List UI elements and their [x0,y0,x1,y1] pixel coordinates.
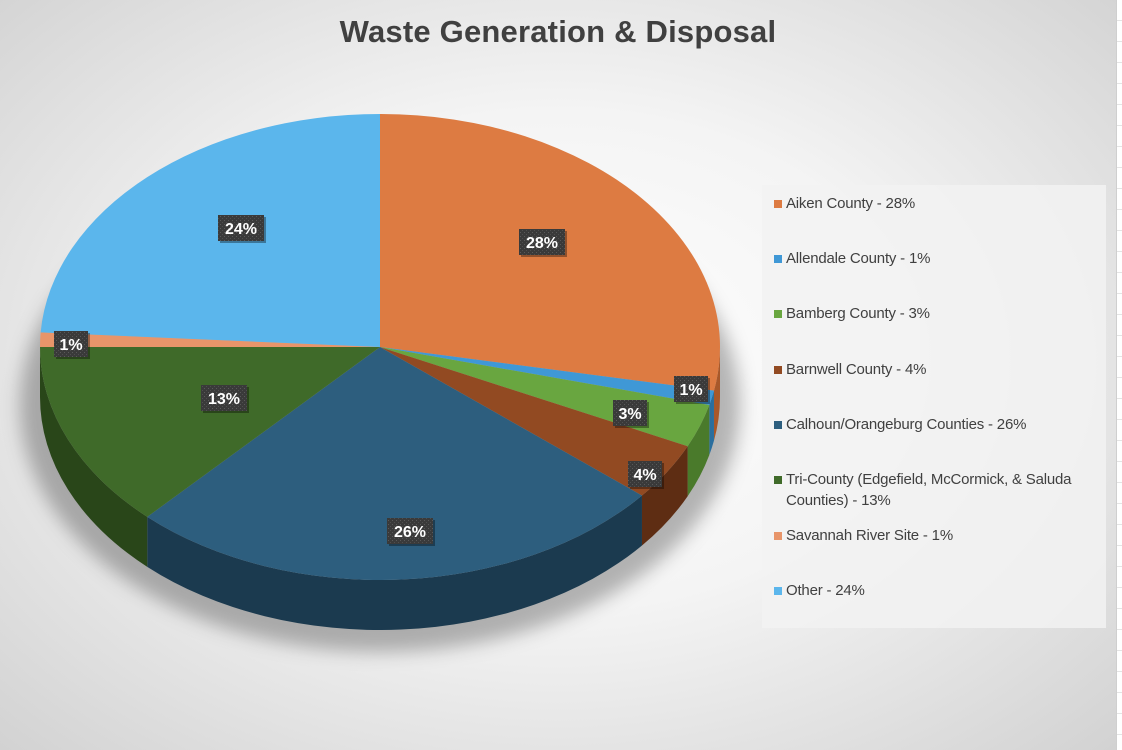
data-label-text: 24% [225,221,257,238]
legend: Aiken County - 28% Allendale County - 1% B… [762,185,1106,628]
legend-item[interactable]: Aiken County - 28% [774,193,1102,214]
legend-swatch [774,587,782,595]
pie-slice-allendale-county[interactable] [380,347,714,405]
legend-label: Bamberg County - 3% [786,305,930,322]
pie-side-tri-county-edgefield-mccormick-saluda-counties [40,347,148,567]
data-label: 1% [674,376,710,404]
legend-swatch [774,310,782,318]
data-label-text: 1% [59,337,82,354]
data-label-text: 26% [394,524,426,541]
legend-item[interactable]: Barnwell County - 4% [774,359,1102,380]
data-label: 28% [519,229,567,257]
data-labels: 28% 1% 3% 4% 26% 13% 1% 24% [54,215,710,546]
legend-label: Savannah River Site - 1% [786,527,953,544]
data-label-text: 28% [526,235,558,252]
data-label: 26% [387,518,435,546]
legend-swatch [774,366,782,374]
legend-label: Tri-County (Edgefield, McCormick, & Salu… [786,471,1072,509]
pie-side-allendale-county [709,390,714,455]
legend-item[interactable]: Bamberg County - 3% [774,303,1102,324]
data-label: 3% [613,400,649,428]
spreadsheet-edge [1116,0,1122,750]
legend-label: Calhoun/Orangeburg Counties - 26% [786,416,1027,433]
pie-chart: 28% 1% 3% 4% 26% 13% 1% 24% [20,114,740,652]
pie-side-calhoun-orangeburg-counties [147,495,642,630]
data-label-text: 13% [208,391,240,408]
legend-swatch [774,532,782,540]
data-label: 24% [218,215,266,243]
pie-slice-tri-county-edgefield-mccormick-saluda-counties[interactable] [40,347,380,517]
pie-side-walls [40,347,720,630]
pie-slice-calhoun-orangeburg-counties[interactable] [147,347,642,580]
legend-item[interactable]: Tri-County (Edgefield, McCormick, & Salu… [774,469,1102,511]
pie-side-barnwell-county [641,446,688,546]
pie-slice-savannah-river-site[interactable] [40,332,380,347]
legend-swatch [774,200,782,208]
data-label: 4% [628,461,664,489]
legend-label: Allendale County - 1% [786,250,931,267]
legend-swatch [774,476,782,484]
pie-slices [40,114,720,580]
pie-side-bamberg-county [687,404,710,497]
legend-swatch [774,255,782,263]
data-label: 13% [201,385,249,413]
legend-label: Aiken County - 28% [786,195,915,212]
pie-slice-other[interactable] [40,114,381,347]
legend-item[interactable]: Other - 24% [774,580,1102,601]
data-label-text: 3% [618,406,641,423]
data-label: 1% [54,331,90,359]
legend-item[interactable]: Calhoun/Orangeburg Counties - 26% [774,414,1102,435]
pie-side-aiken-county [713,347,720,441]
legend-label: Barnwell County - 4% [786,361,927,378]
chart-title: Waste Generation & Disposal [339,14,777,49]
legend-item[interactable]: Savannah River Site - 1% [774,525,1102,546]
data-label-text: 1% [679,382,702,399]
pie-slice-barnwell-county[interactable] [380,347,688,496]
legend-label: Other - 24% [786,582,865,599]
data-label-text: 4% [633,467,656,484]
legend-swatch [774,421,782,429]
legend-item[interactable]: Allendale County - 1% [774,248,1102,269]
